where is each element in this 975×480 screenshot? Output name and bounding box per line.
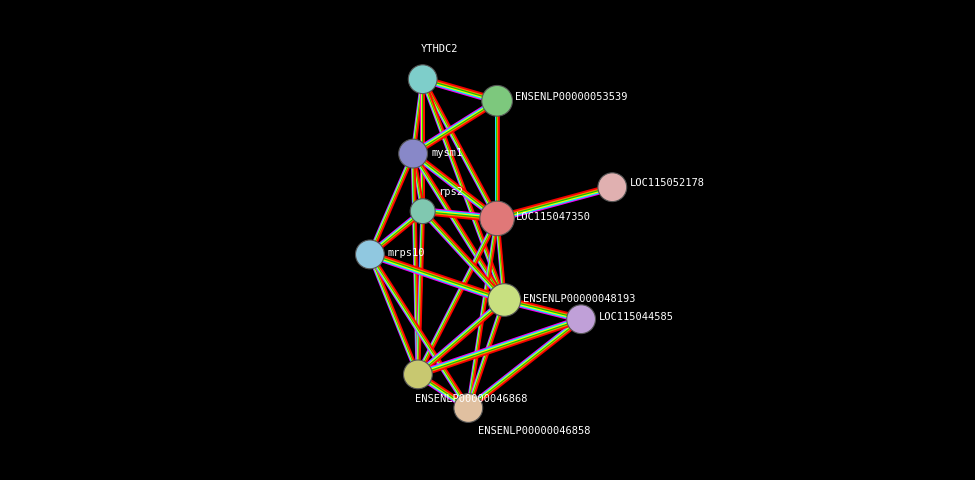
Text: ENSENLP00000053539: ENSENLP00000053539	[516, 92, 628, 102]
Text: mysm1: mysm1	[431, 148, 462, 157]
Text: LOC115047350: LOC115047350	[517, 213, 591, 222]
Circle shape	[410, 199, 435, 224]
Text: ENSENLP00000046858: ENSENLP00000046858	[478, 426, 591, 436]
Text: ENSENLP00000046868: ENSENLP00000046868	[415, 394, 528, 404]
Circle shape	[454, 394, 483, 422]
Text: YTHDC2: YTHDC2	[420, 44, 458, 54]
Circle shape	[356, 240, 384, 269]
Text: mrps10: mrps10	[387, 249, 425, 258]
Circle shape	[409, 65, 437, 94]
Text: ENSENLP00000048193: ENSENLP00000048193	[524, 294, 636, 304]
Circle shape	[488, 284, 521, 316]
Text: LOC115044585: LOC115044585	[599, 312, 674, 322]
Circle shape	[598, 173, 627, 202]
Circle shape	[404, 360, 432, 389]
Text: LOC115052178: LOC115052178	[630, 179, 705, 188]
Text: rps2: rps2	[438, 187, 463, 197]
Circle shape	[482, 85, 513, 116]
Circle shape	[480, 201, 515, 236]
Circle shape	[566, 305, 596, 334]
Circle shape	[399, 139, 427, 168]
